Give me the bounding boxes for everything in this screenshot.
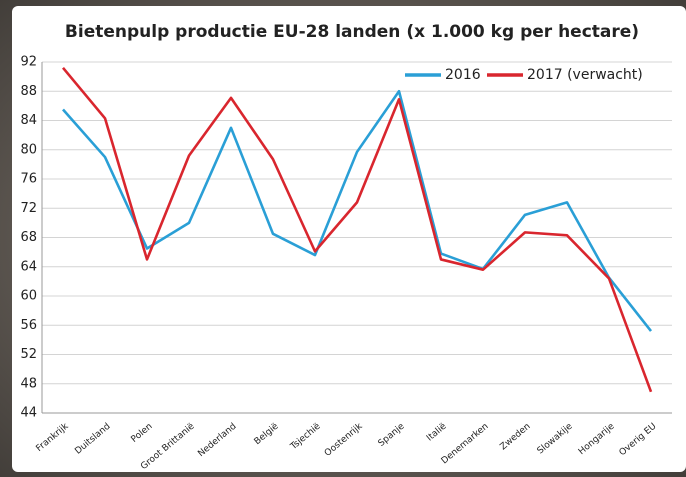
series-line <box>62 89 653 332</box>
y-tick-label: 80 <box>20 142 37 157</box>
chart-panel <box>12 6 686 472</box>
y-tick-label: 56 <box>20 318 37 333</box>
y-tick-label: 60 <box>20 289 37 304</box>
y-tick-label: 72 <box>20 201 37 216</box>
y-tick-label: 52 <box>20 347 37 362</box>
y-tick-label: 92 <box>20 55 37 70</box>
chart-title: Bietenpulp productie EU-28 landen (x 1.0… <box>65 22 639 42</box>
y-tick-label: 84 <box>20 113 37 128</box>
y-tick-label: 64 <box>20 259 37 274</box>
y-tick-label: 44 <box>20 406 37 421</box>
legend-label: 2017 (verwacht) <box>527 67 643 83</box>
y-tick-label: 68 <box>20 230 37 245</box>
y-tick-label: 48 <box>20 376 37 391</box>
series-line <box>62 67 653 393</box>
y-tick-label: 88 <box>20 84 37 99</box>
legend-label: 2016 <box>445 67 481 83</box>
y-tick-label: 76 <box>20 172 37 187</box>
